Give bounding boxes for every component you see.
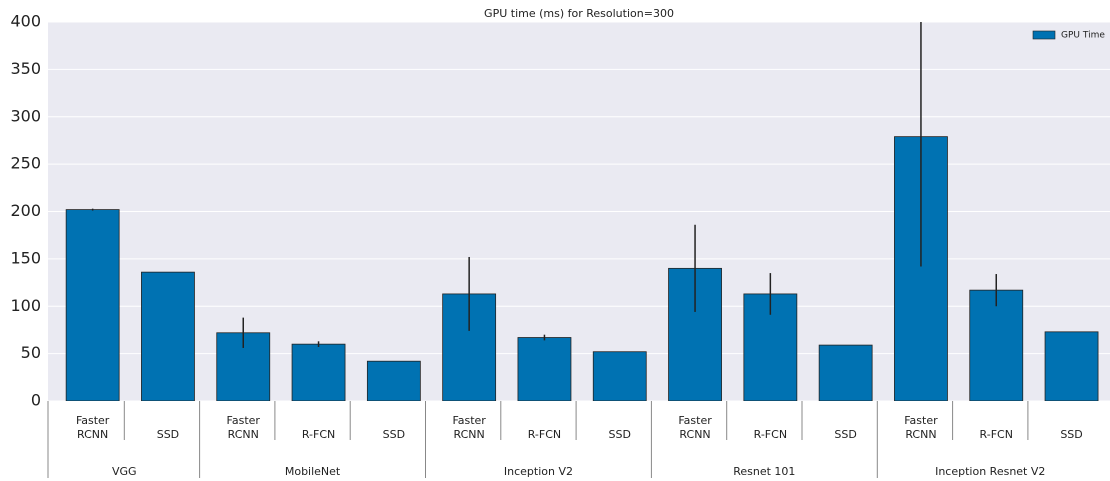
group-label: Resnet 101 [733,465,796,478]
y-tick-label: 50 [21,343,41,362]
bars [65,22,1099,401]
y-tick-label: 300 [10,106,41,125]
x-tick-label: SSD [608,428,631,441]
bar [592,351,647,401]
x-tick-label: SSD [382,428,406,441]
x-tick-label: Faster RCNN [678,414,712,441]
x-tick-label: SSD [1060,428,1083,441]
x-tick-label: SSD [834,428,857,441]
y-tick-label: 100 [10,296,41,315]
y-tick-label: 200 [10,201,41,220]
bar [65,209,120,401]
bar [291,343,346,401]
y-tick-label: 150 [10,248,41,267]
x-tick-label: R-FCN [979,428,1013,441]
x-tick-label: Faster RCNN [226,414,260,441]
x-tick-label: R-FCN [301,428,336,441]
x-tick-label: Faster RCNN [904,414,938,441]
legend-label: GPU Time [1061,31,1105,41]
y-tick-label: 0 [31,391,41,410]
bar [818,344,873,401]
y-tick-label: 400 [10,12,41,31]
bar [969,289,1024,401]
x-tick-label: Faster RCNN [75,414,110,441]
x-tick-label: R-FCN [527,428,562,441]
y-tick-label: 350 [10,59,41,78]
x-tick-label: R-FCN [753,428,788,441]
group-label: VGG [112,465,137,478]
legend-swatch [1032,30,1056,40]
bar [1044,331,1099,401]
y-tick-label: 250 [10,154,41,173]
bar [216,332,271,401]
bar [517,337,572,401]
chart-title: GPU time (ms) for Resolution=300 [484,7,674,20]
bar [141,271,195,401]
x-tick-label: Faster RCNN [452,414,486,441]
group-label: MobileNet [284,465,341,478]
group-label: Inception V2 [503,465,573,478]
bar [366,360,421,401]
x-tick-label: SSD [156,428,180,441]
group-label: Inception Resnet V2 [935,465,1046,478]
